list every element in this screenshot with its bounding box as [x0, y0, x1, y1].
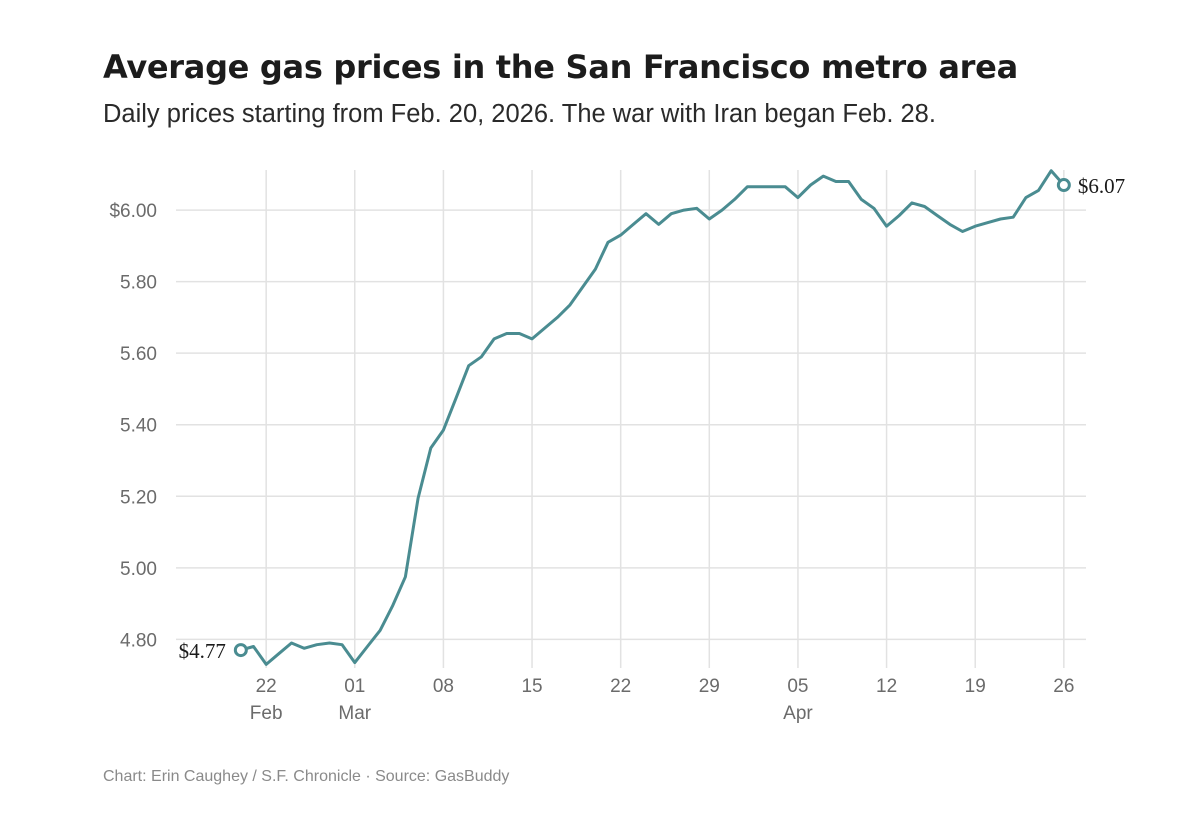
start-point-marker	[233, 643, 248, 658]
x-tick-label: 01	[344, 676, 365, 697]
x-tick-label: 15	[521, 676, 542, 697]
x-axis: 22 Feb 01 Mar 08 15 22 29 05 Apr 12 19 26	[250, 676, 1075, 724]
y-tick-label: $6.00	[109, 201, 157, 222]
chart-subtitle: Daily prices starting from Feb. 20, 2026…	[103, 100, 936, 128]
x-tick-label: 29	[699, 676, 720, 697]
y-tick-label: 5.80	[120, 273, 157, 294]
series-group	[233, 169, 1071, 666]
chart-credit: Chart: Erin Caughey / S.F. Chronicle · S…	[103, 768, 510, 785]
y-axis: 4.80 5.00 5.20 5.40 5.60 5.80 $6.00	[109, 201, 157, 651]
price-line	[239, 169, 1066, 666]
end-value-label: $6.07	[1078, 174, 1125, 198]
y-tick-label: 5.40	[120, 416, 157, 437]
x-tick-label: 08	[433, 676, 454, 697]
y-tick-label: 4.80	[120, 630, 157, 651]
y-tick-label: 5.60	[120, 344, 157, 365]
end-point-marker	[1056, 178, 1071, 193]
x-tick-label: 22	[610, 676, 631, 697]
data-labels: $4.77 $6.07	[179, 174, 1126, 663]
line-chart: 4.80 5.00 5.20 5.40 5.60 5.80 $6.00 22 Feb 01 Mar…	[109, 169, 1126, 724]
x-month-label: Feb	[250, 703, 283, 724]
start-value-label: $4.77	[179, 639, 226, 663]
x-tick-label: 22	[256, 676, 277, 697]
x-tick-label: 19	[965, 676, 986, 697]
x-tick-label: 12	[876, 676, 897, 697]
gridlines	[176, 170, 1086, 668]
chart-title: Average gas prices in the San Francisco …	[103, 48, 1018, 86]
y-tick-label: 5.00	[120, 559, 157, 580]
y-tick-label: 5.20	[120, 487, 157, 508]
x-tick-label: 26	[1053, 676, 1074, 697]
x-tick-label: 05	[787, 676, 808, 697]
x-month-label: Mar	[338, 703, 371, 724]
x-month-label: Apr	[783, 703, 813, 724]
